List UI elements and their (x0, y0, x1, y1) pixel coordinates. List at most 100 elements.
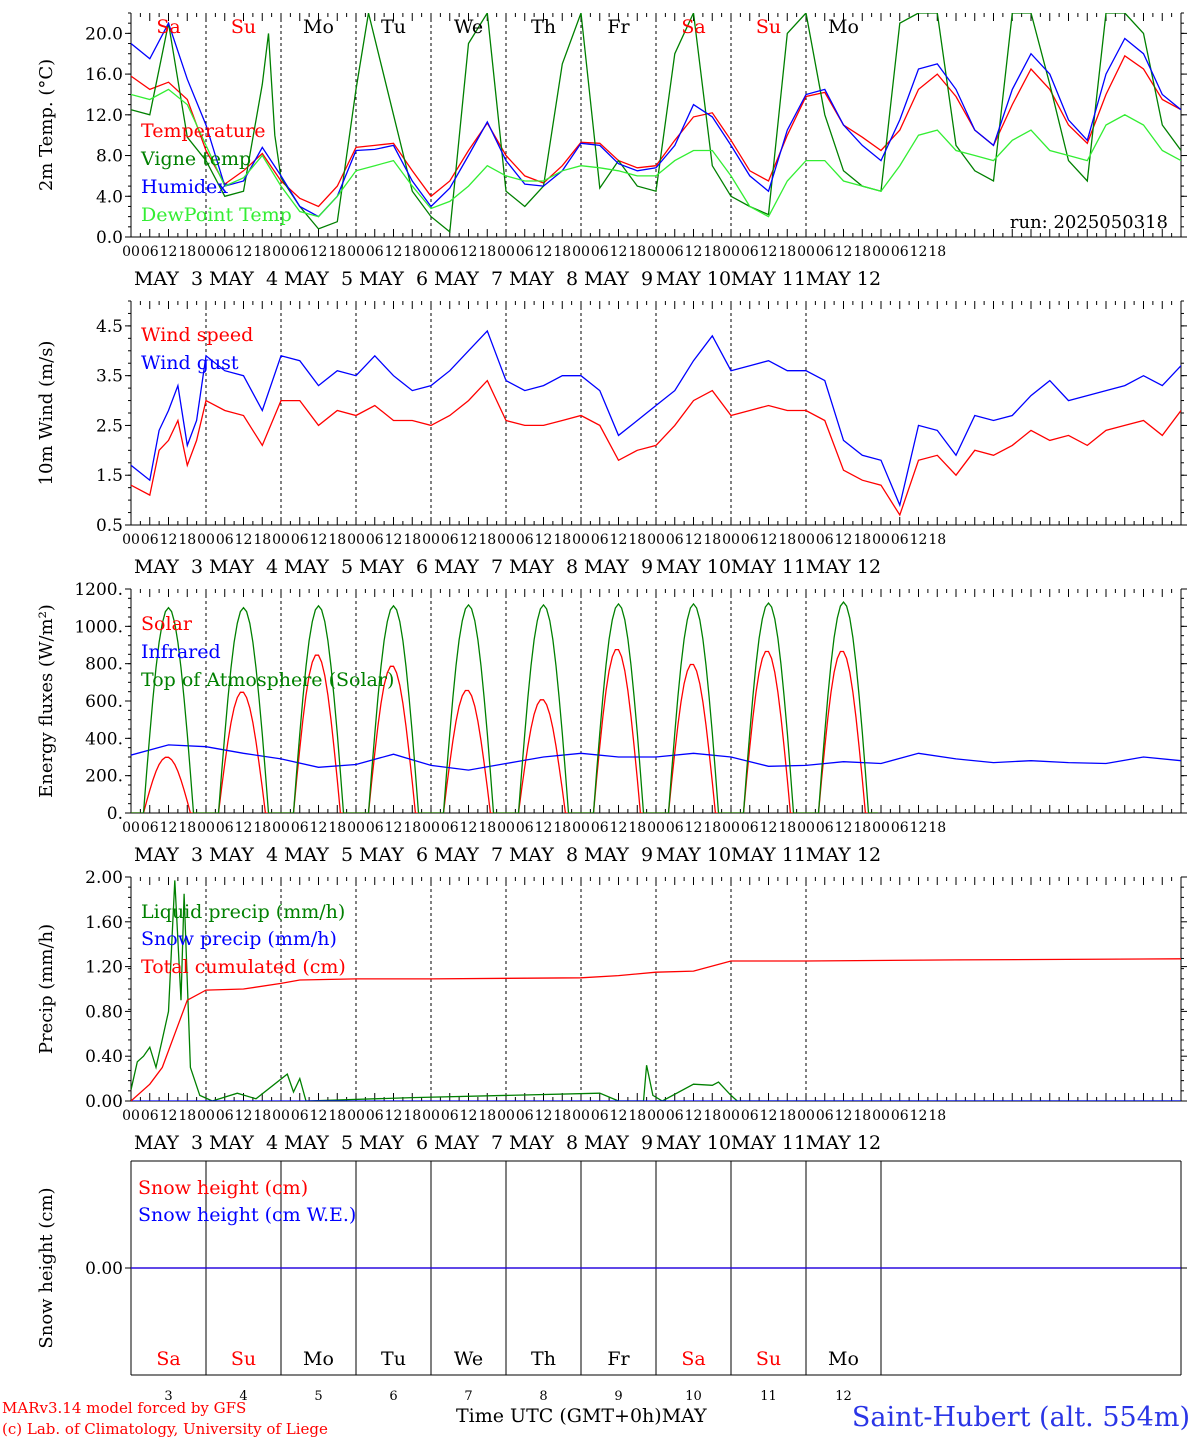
hour-label: 06 (591, 1108, 609, 1124)
date-label: MAY 10 (656, 844, 731, 866)
hour-label: 18 (928, 820, 946, 836)
y-tick-label: 2.5 (96, 416, 123, 436)
y-tick-label: 16.0 (85, 65, 123, 85)
weekday-label: Su (756, 16, 781, 38)
hour-label: 00 (647, 244, 665, 260)
hour-label: 00 (122, 532, 140, 548)
date-label: MAY 4 (209, 844, 278, 866)
hour-label: 18 (478, 820, 496, 836)
date-label: MAY 11 (731, 1132, 806, 1154)
hour-label: 06 (291, 532, 309, 548)
y-tick-label: 3.5 (96, 367, 123, 387)
series-line-2 (131, 744, 1181, 771)
hour-label: 18 (778, 820, 796, 836)
date-label: MAY 6 (359, 268, 428, 290)
x-axis-title-text: Time UTC (GMT+0h) (456, 1405, 662, 1427)
series-line-1 (131, 648, 878, 813)
hour-label: 12 (835, 532, 853, 548)
hour-label: 00 (272, 1108, 290, 1124)
hour-label: 18 (253, 532, 271, 548)
hour-label: 18 (853, 1108, 871, 1124)
y-tick-label: 200. (85, 767, 123, 787)
date-label: MAY 8 (509, 268, 578, 290)
hour-label: 00 (122, 1108, 140, 1124)
date-label: MAY 12 (806, 556, 881, 578)
hour-label: 18 (703, 244, 721, 260)
legend-entry: Vigne temp (140, 148, 251, 170)
date-label: MAY 3 (134, 556, 203, 578)
weekday-label: We (454, 1348, 483, 1370)
y-tick-label: 1.5 (96, 466, 123, 486)
hour-label: 00 (272, 532, 290, 548)
hour-label: 12 (310, 820, 328, 836)
hour-label: 06 (216, 532, 234, 548)
y-tick-label: 400. (85, 729, 123, 749)
y-tick-label: 20.0 (85, 24, 123, 44)
hour-label: 12 (910, 1108, 928, 1124)
hour-label: 06 (891, 244, 909, 260)
hour-label: 00 (197, 244, 215, 260)
hour-label: 06 (891, 820, 909, 836)
hour-label: 18 (178, 532, 196, 548)
hour-label: 06 (816, 820, 834, 836)
date-label: MAY 5 (284, 268, 353, 290)
series-line-1 (131, 880, 1181, 1101)
panel-3: 0. 200. 400. 600. 800. 1000. 1200. Energy fluxe… (36, 580, 1187, 866)
hour-label: 06 (816, 244, 834, 260)
hour-label: 06 (891, 532, 909, 548)
y-axis-label: Precip (mm/h) (36, 924, 57, 1054)
hour-label: 06 (591, 244, 609, 260)
panel-1: 0.04.08.012.016.020.02m Temp. (°C)00 06 12… (36, 12, 1187, 290)
weekday-label: We (454, 16, 483, 38)
day-number: 3 (164, 1389, 172, 1404)
hour-label: 00 (497, 532, 515, 548)
hour-label: 06 (216, 820, 234, 836)
hour-label: 12 (160, 244, 178, 260)
hour-label: 12 (460, 532, 478, 548)
day-number: 12 (835, 1389, 852, 1404)
y-tick-label: 0.0 (96, 228, 123, 248)
date-label: MAY 12 (806, 268, 881, 290)
y-tick-label: 1.20 (85, 958, 123, 978)
legend-entry: Top of Atmosphere (Solar) (141, 669, 394, 691)
hour-label: 18 (778, 1108, 796, 1124)
date-label: MAY 4 (209, 1132, 278, 1154)
y-axis-label: Snow height (cm) (36, 1187, 57, 1348)
hour-label: 00 (122, 820, 140, 836)
date-label: MAY 10 (656, 268, 731, 290)
date-label: MAY 9 (584, 268, 653, 290)
date-label: MAY 4 (209, 268, 278, 290)
series-line-3 (131, 21, 1181, 218)
date-label: MAY 6 (359, 556, 428, 578)
hour-label: 06 (666, 244, 684, 260)
hour-label: 06 (816, 1108, 834, 1124)
date-label: MAY 9 (584, 1132, 653, 1154)
hour-label: 06 (816, 532, 834, 548)
weekday-label: Fr (607, 16, 630, 38)
hour-label: 18 (778, 532, 796, 548)
hour-label: 18 (403, 820, 421, 836)
date-label: MAY 7 (434, 268, 503, 290)
date-label: MAY 5 (284, 1132, 353, 1154)
hour-label: 12 (385, 820, 403, 836)
hour-label: 12 (235, 532, 253, 548)
weekday-label: Mo (828, 16, 859, 38)
hour-label: 18 (178, 820, 196, 836)
weekday-label: Mo (303, 1348, 334, 1370)
legend-entry: Snow height (cm W.E.) (138, 1204, 356, 1226)
hour-label: 12 (235, 244, 253, 260)
hour-label: 12 (760, 820, 778, 836)
hour-label: 18 (553, 1108, 571, 1124)
hour-label: 18 (928, 532, 946, 548)
hour-label: 00 (422, 820, 440, 836)
y-tick-label: 1000. (74, 617, 123, 637)
series-line-1 (131, 379, 1181, 517)
x-axis-month: MAY (661, 1405, 707, 1427)
weekday-label: Su (756, 1348, 781, 1370)
hour-label: 18 (403, 532, 421, 548)
hour-label: 12 (685, 1108, 703, 1124)
hour-label: 06 (591, 532, 609, 548)
hour-label: 12 (610, 1108, 628, 1124)
hour-label: 00 (647, 820, 665, 836)
